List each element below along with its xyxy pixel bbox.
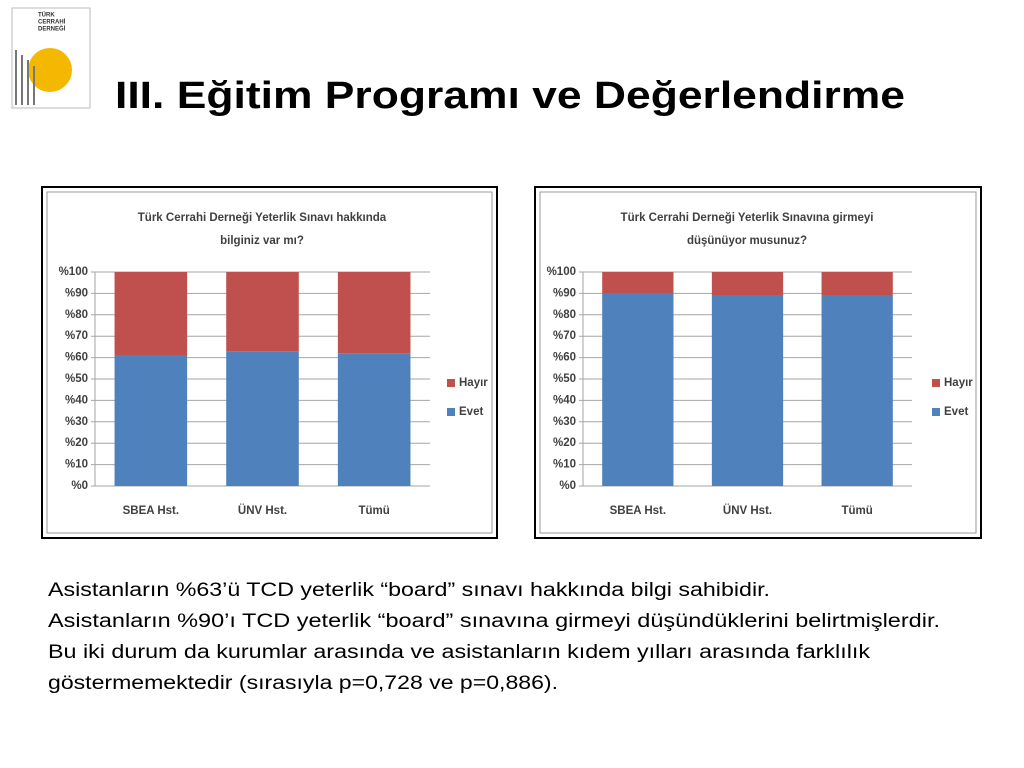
y-tick-label: %60 xyxy=(553,352,576,364)
bar-segment xyxy=(821,295,893,486)
y-tick-label: %90 xyxy=(65,287,88,299)
y-tick-label: %20 xyxy=(553,437,576,449)
chart-title: düşünüyor musunuz? xyxy=(687,235,807,247)
y-tick-label: %40 xyxy=(65,394,88,406)
y-tick-label: %50 xyxy=(553,373,576,385)
x-tick-label: SBEA Hst. xyxy=(123,505,179,517)
y-tick-label: %10 xyxy=(553,459,576,471)
y-tick-label: %80 xyxy=(65,309,88,321)
y-tick-label: %90 xyxy=(553,287,576,299)
y-tick-label: %100 xyxy=(59,266,88,278)
y-tick-label: %0 xyxy=(559,480,576,492)
y-tick-label: %80 xyxy=(553,309,576,321)
bar-segment xyxy=(602,272,674,294)
logo: TÜRK CERRAHİ DERNEĞİ xyxy=(11,7,91,109)
legend-swatch xyxy=(932,379,940,387)
legend-label: Evet xyxy=(459,406,483,418)
chart-title: bilginiz var mı? xyxy=(220,235,304,247)
bar-segment xyxy=(114,355,188,486)
chart-inner-frame xyxy=(46,191,493,534)
slide-title: III. Eğitim Programı ve Değerlendirme xyxy=(115,75,905,117)
bar-segment xyxy=(821,272,893,296)
bar-segment xyxy=(337,272,411,354)
bar-segment xyxy=(114,272,188,356)
legend-swatch xyxy=(932,408,940,416)
logo-text: TÜRK xyxy=(38,12,55,19)
y-tick-label: %30 xyxy=(65,416,88,428)
y-tick-label: %60 xyxy=(65,352,88,364)
chart-title: Türk Cerrahi Derneği Yeterlik Sınavına g… xyxy=(621,212,874,224)
logo-text: CERRAHİ xyxy=(38,19,66,26)
body-line: Asistanların %90’ı TCD yeterlik “board” … xyxy=(48,611,940,632)
body-line: Asistanların %63’ü TCD yeterlik “board” … xyxy=(48,580,770,601)
legend-label: Evet xyxy=(944,406,968,418)
bar-segment xyxy=(226,272,299,352)
x-tick-label: ÜNV Hst. xyxy=(238,504,287,517)
logo-text: DERNEĞİ xyxy=(38,25,66,33)
bar-segment xyxy=(711,295,784,486)
logo-lines xyxy=(15,50,35,105)
body-line: göstermemektedir (sırasıyla p=0,728 ve p… xyxy=(48,673,558,694)
chart-title: Türk Cerrahi Derneği Yeterlik Sınavı hak… xyxy=(138,212,387,224)
y-tick-label: %40 xyxy=(553,394,576,406)
legend-label: Hayır xyxy=(459,377,488,389)
y-tick-label: %70 xyxy=(553,330,576,342)
legend-label: Hayır xyxy=(944,377,973,389)
bar-segment xyxy=(337,353,411,486)
bar-segment xyxy=(226,351,299,486)
y-tick-label: %20 xyxy=(65,437,88,449)
x-tick-label: SBEA Hst. xyxy=(610,505,666,517)
y-tick-label: %30 xyxy=(553,416,576,428)
x-tick-label: Tümü xyxy=(359,505,390,517)
legend-swatch xyxy=(447,408,455,416)
y-tick-label: %10 xyxy=(65,459,88,471)
chart-inner-frame xyxy=(539,191,977,534)
logo-sun xyxy=(28,48,72,92)
y-tick-label: %50 xyxy=(65,373,88,385)
bar-segment xyxy=(602,293,674,486)
x-tick-label: Tümü xyxy=(842,505,873,517)
y-tick-label: %70 xyxy=(65,330,88,342)
y-tick-label: %0 xyxy=(71,480,88,492)
body-line: Bu iki durum da kurumlar arasında ve asi… xyxy=(48,642,871,663)
bar-segment xyxy=(711,272,784,296)
y-tick-label: %100 xyxy=(547,266,576,278)
legend-swatch xyxy=(447,379,455,387)
x-tick-label: ÜNV Hst. xyxy=(723,504,772,517)
